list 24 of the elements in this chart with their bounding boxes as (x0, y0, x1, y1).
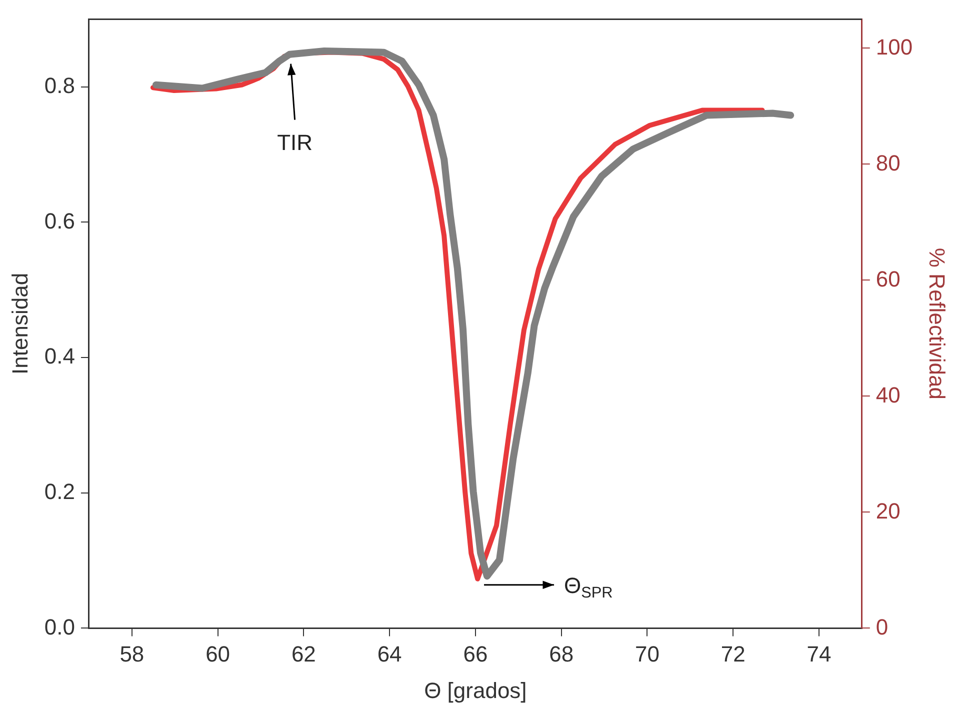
y-tick-label: 0.2 (44, 478, 75, 504)
y-tick-label: 0.0 (44, 614, 75, 640)
y2-tick-label: 80 (876, 150, 900, 176)
y-axis-title: Intensidad (7, 272, 32, 374)
x-tick-label: 64 (377, 641, 402, 666)
x-axis-title: Θ [grados] (424, 678, 527, 703)
y2-tick-label: 0 (876, 614, 888, 640)
y-tick-label: 0.4 (44, 344, 75, 369)
x-tick-label: 70 (634, 641, 660, 666)
x-tick-label: 58 (120, 641, 144, 666)
x-tick-label: 60 (206, 641, 230, 666)
y2-tick-label: 40 (876, 382, 900, 408)
x-tick-label: 72 (720, 641, 746, 666)
y2-axis-title: % Reflectividad (924, 248, 950, 400)
x-tick-label: 68 (549, 641, 574, 666)
x-tick-label: 66 (463, 641, 488, 666)
x-tick-label: 62 (291, 641, 316, 666)
x-tick-label: 74 (806, 641, 832, 666)
y-tick-label: 0.8 (44, 72, 75, 98)
annotation: TIR (277, 130, 313, 155)
y2-tick-label: 100 (876, 34, 913, 60)
y2-tick-label: 20 (876, 498, 900, 524)
y-tick-label: 0.6 (44, 208, 75, 234)
y2-tick-label: 60 (876, 266, 900, 292)
